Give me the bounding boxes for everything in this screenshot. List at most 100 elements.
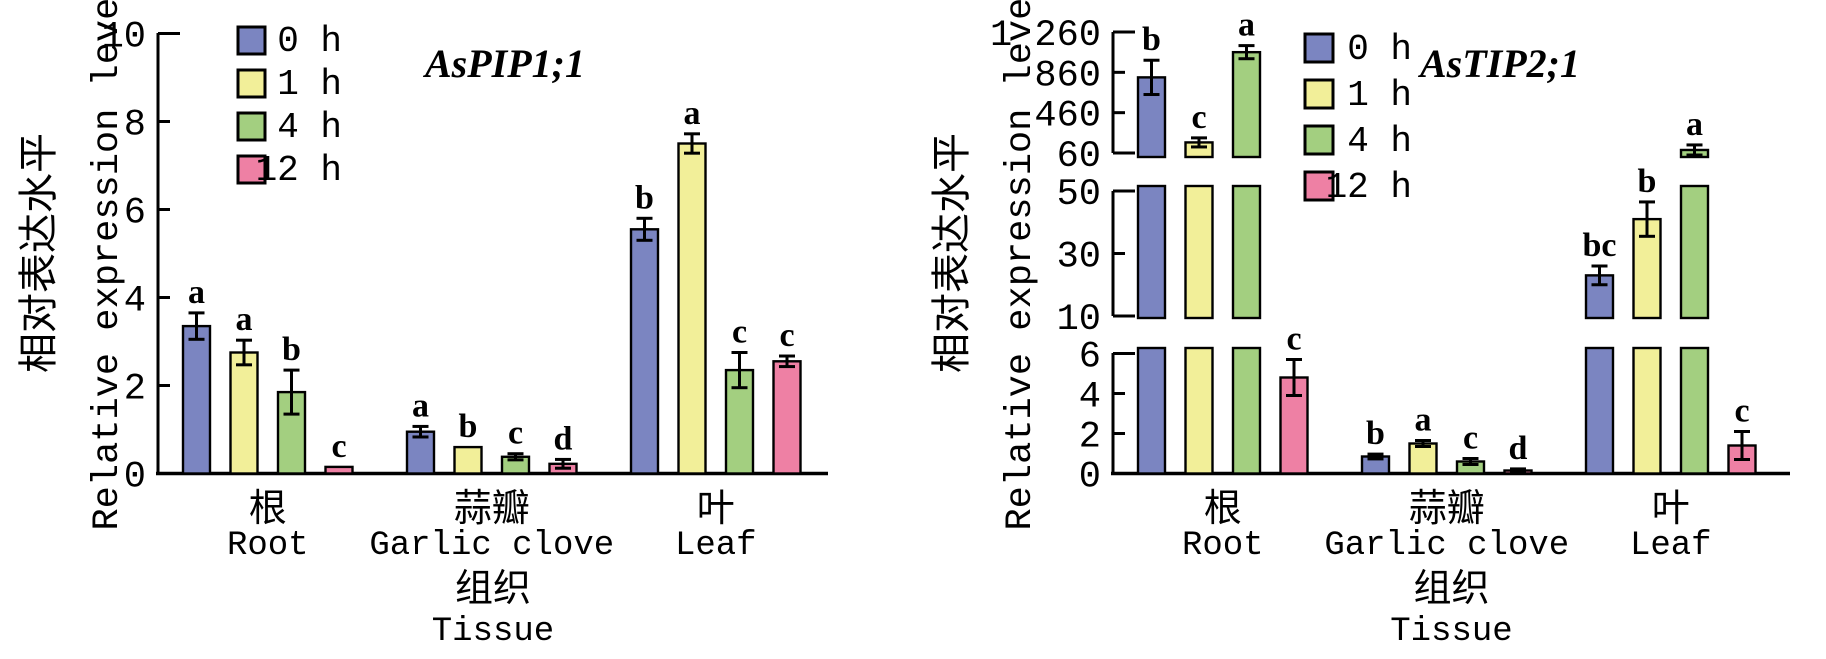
legend-label-astip21-12h: 12 h xyxy=(1326,167,1412,208)
sig-letter-astip21-garlicclove-0h: b xyxy=(1366,415,1385,452)
y-tick-label-astip21-6: 6 xyxy=(1079,337,1101,379)
y-axis-title-zh-astip21: 相对表达水平 xyxy=(930,133,974,373)
legend-swatch-astip21-0h xyxy=(1303,32,1335,64)
category-label-zh-aspip11-0: 根 xyxy=(249,488,287,530)
legend-swatch-astip21-12h xyxy=(1303,170,1335,202)
category-label-zh-astip21-0: 根 xyxy=(1204,488,1242,530)
sig-letter-astip21-leaf-0h: bc xyxy=(1583,227,1617,264)
y-tick-label-aspip11-6: 6 xyxy=(124,193,146,235)
bar-aspip11-root-12h xyxy=(324,465,354,475)
category-label-zh-astip21-2: 叶 xyxy=(1652,488,1690,530)
bar-aspip11-root-0h xyxy=(181,324,212,475)
bar-astip21-root-0h xyxy=(1136,76,1167,159)
y-axis-title-en-aspip11: Relative expression level xyxy=(87,0,129,531)
sig-letter-aspip11-root-0h: a xyxy=(188,274,205,311)
legend-swatch-astip21-1h xyxy=(1303,78,1335,110)
legend-label-aspip11-0h: 0 h xyxy=(277,21,342,62)
bar-aspip11-leaf-12h xyxy=(772,360,802,475)
bar-aspip11-root-1h xyxy=(229,351,259,475)
bar-aspip11-garlicclove-1h xyxy=(453,445,483,475)
category-label-en-aspip11-1: Garlic clove xyxy=(369,527,614,565)
y-tick-label-aspip11-8: 8 xyxy=(124,105,146,147)
sig-letter-astip21-root-12h: c xyxy=(1286,321,1301,358)
legend-swatch-astip21-4h xyxy=(1303,124,1335,156)
bar-astip21-root-4h xyxy=(1231,50,1262,159)
y-tick-label-astip21-460: 460 xyxy=(1034,96,1101,138)
legend-label-aspip11-4h: 4 h xyxy=(277,107,342,148)
legend-label-astip21-0h: 0 h xyxy=(1347,29,1412,70)
legend-swatch-aspip11-12h xyxy=(236,154,267,185)
bar-aspip11-leaf-0h xyxy=(629,228,660,475)
sig-letter-aspip11-leaf-1h: a xyxy=(684,95,701,132)
sig-letter-aspip11-leaf-12h: c xyxy=(779,317,794,354)
y-tick-label-astip21-4: 4 xyxy=(1079,377,1101,419)
bar-astip21-root-0h xyxy=(1136,346,1167,475)
category-label-zh-aspip11-1: 蒜瓣 xyxy=(454,488,530,530)
category-label-en-aspip11-2: Leaf xyxy=(675,527,757,565)
bar-astip21-root-1h xyxy=(1184,346,1214,475)
bar-astip21-leaf-4h xyxy=(1679,184,1710,320)
x-axis-title-en-astip21: Tissue xyxy=(1390,613,1512,651)
chart-title-aspip11: AsPIP1;1 xyxy=(422,41,585,86)
y-axis-title-en-astip21: Relative expression level xyxy=(1000,0,1042,531)
bar-astip21-leaf-4h xyxy=(1679,346,1710,475)
y-tick-label-astip21-30: 30 xyxy=(1057,237,1101,279)
bar-astip21-root-4h xyxy=(1231,346,1262,475)
bar-astip21-root-1h xyxy=(1184,184,1214,320)
y-tick-label-aspip11-0: 0 xyxy=(124,457,146,499)
y-tick-label-astip21-1 260: 1 260 xyxy=(990,15,1101,57)
y-tick-label-astip21-860: 860 xyxy=(1034,55,1101,97)
sig-letter-aspip11-root-12h: c xyxy=(331,428,346,465)
category-label-en-astip21-0: Root xyxy=(1182,527,1264,565)
legend-swatch-aspip11-0h xyxy=(236,25,267,56)
bar-aspip11-garlicclove-0h xyxy=(405,430,436,475)
sig-letter-aspip11-root-4h: b xyxy=(282,331,301,368)
y-tick-label-aspip11-10: 10 xyxy=(102,17,146,59)
chart-title-astip21: AsTIP2;1 xyxy=(1417,41,1580,86)
y-tick-label-astip21-50: 50 xyxy=(1057,174,1101,216)
sig-letter-aspip11-leaf-4h: c xyxy=(732,314,747,351)
bar-astip21-leaf-0h xyxy=(1584,346,1615,475)
sig-letter-aspip11-garlicclove-4h: c xyxy=(508,415,523,452)
category-label-zh-aspip11-2: 叶 xyxy=(697,488,735,530)
sig-letter-astip21-root-0h: b xyxy=(1142,21,1161,58)
y-tick-label-astip21-2: 2 xyxy=(1079,417,1101,459)
sig-letter-astip21-leaf-1h: b xyxy=(1638,163,1657,200)
category-label-en-astip21-1: Garlic clove xyxy=(1324,527,1569,565)
y-tick-label-astip21-60: 60 xyxy=(1057,136,1101,178)
category-label-en-astip21-2: Leaf xyxy=(1630,527,1712,565)
sig-letter-astip21-garlicclove-12h: d xyxy=(1509,430,1528,467)
sig-letter-astip21-garlicclove-1h: a xyxy=(1415,402,1432,439)
bar-astip21-leaf-1h xyxy=(1632,346,1662,475)
bar-astip21-garlicclove-1h xyxy=(1408,442,1438,475)
sig-letter-astip21-root-4h: a xyxy=(1238,7,1255,44)
x-axis-title-zh-astip21: 组织 xyxy=(1413,568,1489,610)
sig-letter-aspip11-garlicclove-12h: d xyxy=(554,420,573,457)
sig-letter-aspip11-garlicclove-1h: b xyxy=(459,408,478,445)
y-tick-label-astip21-0: 0 xyxy=(1079,457,1101,499)
y-tick-label-astip21-10: 10 xyxy=(1057,299,1101,341)
legend-label-astip21-4h: 4 h xyxy=(1347,121,1412,162)
legend-swatch-aspip11-1h xyxy=(236,68,267,99)
sig-letter-astip21-root-1h: c xyxy=(1191,99,1206,136)
sig-letter-aspip11-leaf-0h: b xyxy=(635,179,654,216)
x-axis-title-en-aspip11: Tissue xyxy=(432,613,554,651)
bar-astip21-root-0h xyxy=(1136,184,1167,320)
y-tick-label-aspip11-4: 4 xyxy=(124,281,146,323)
x-axis-title-zh-aspip11: 组织 xyxy=(455,568,531,610)
category-label-zh-astip21-1: 蒜瓣 xyxy=(1409,488,1485,530)
legend-label-aspip11-12h: 12 h xyxy=(256,150,342,191)
legend-swatch-aspip11-4h xyxy=(236,111,267,142)
legend-label-astip21-1h: 1 h xyxy=(1347,75,1412,116)
sig-letter-astip21-leaf-4h: a xyxy=(1686,106,1703,143)
legend-label-aspip11-1h: 1 h xyxy=(277,64,342,105)
bar-aspip11-leaf-1h xyxy=(677,142,707,475)
category-label-en-aspip11-0: Root xyxy=(227,527,309,565)
sig-letter-aspip11-garlicclove-0h: a xyxy=(412,387,429,424)
y-axis-title-zh-aspip11: 相对表达水平 xyxy=(17,133,61,373)
sig-letter-astip21-leaf-12h: c xyxy=(1734,393,1749,430)
y-tick-label-aspip11-2: 2 xyxy=(124,369,146,411)
sig-letter-astip21-garlicclove-4h: c xyxy=(1463,420,1478,457)
